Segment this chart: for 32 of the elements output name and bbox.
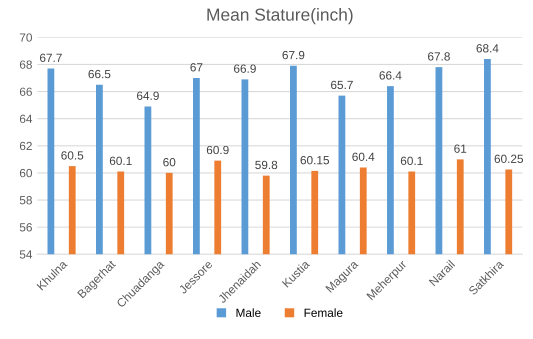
data-label: 67.7	[40, 54, 62, 62]
y-tick-label: 68	[20, 60, 32, 69]
data-label: 60.1	[400, 156, 423, 166]
data-label: 60.4	[352, 152, 374, 161]
y-tick-label: 54	[20, 250, 32, 259]
y-tick-label: 62	[20, 142, 32, 150]
data-label: 60.15	[300, 156, 330, 164]
data-label: 60.25	[494, 154, 524, 163]
y-tick-label: 56	[20, 223, 32, 232]
y-tick-label: 70	[20, 33, 32, 42]
data-label: 66.4	[380, 71, 402, 80]
y-tick-label: 64	[20, 114, 32, 124]
chart-title: Mean Stature(inch)	[207, 8, 353, 24]
y-tick-label: 60	[20, 168, 32, 178]
data-label: 60.5	[61, 151, 84, 160]
data-label: 66.5	[88, 70, 110, 78]
y-tick-label: 58	[20, 196, 32, 204]
data-label: 59.8	[255, 160, 278, 170]
data-label: 64.9	[137, 92, 159, 100]
y-tick-label: 66	[20, 88, 32, 96]
data-label: 60	[163, 158, 176, 166]
legend-label: Female	[304, 308, 342, 317]
data-label: 60.1	[110, 156, 132, 166]
data-label: 67.9	[282, 50, 304, 60]
data-label: 68.4	[476, 44, 499, 52]
data-label: 60.9	[206, 146, 229, 154]
data-label: 67.8	[428, 52, 450, 61]
data-label: 65.7	[331, 80, 353, 90]
data-label: 67	[190, 63, 202, 72]
legend-label: Male	[236, 308, 261, 317]
data-label: 61	[454, 144, 466, 153]
data-label: 66.9	[234, 64, 256, 73]
